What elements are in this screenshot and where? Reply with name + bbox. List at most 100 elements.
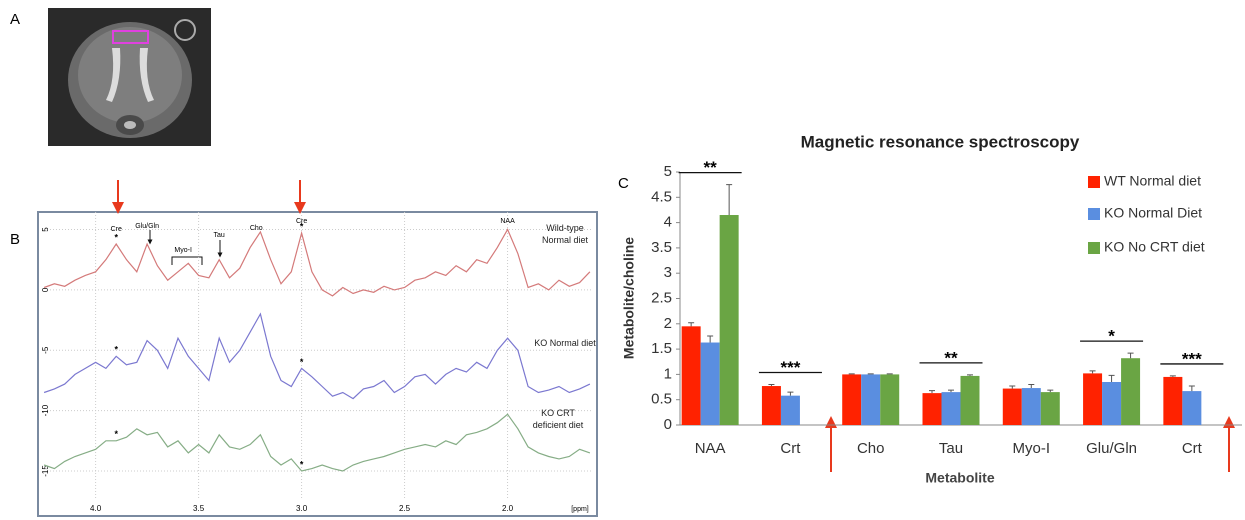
bar (720, 215, 739, 425)
legend-swatch (1088, 208, 1100, 220)
error-bar (1047, 390, 1053, 392)
chart-title: Magnetic resonance spectroscopy (801, 132, 1080, 151)
bar (1182, 391, 1201, 425)
y-tick-label: 3.5 (651, 239, 672, 256)
spectrum-frame (38, 212, 597, 516)
panel-label: C (618, 175, 629, 192)
significance-label: * (1108, 327, 1115, 346)
bar (942, 392, 961, 425)
x-tick-label: 2.0 (502, 504, 514, 513)
x-tick-label: 3.5 (193, 504, 205, 513)
figure-canvas: A B C 4.03.53.02.52.0[ppm]50-5-10-15****… (0, 0, 1245, 520)
legend-label: KO Normal Diet (1104, 205, 1202, 221)
y-tick-label: 3 (664, 264, 672, 281)
bar (781, 396, 800, 425)
x-axis-label: Metabolite (925, 470, 994, 486)
y-tick-label: -10 (41, 404, 50, 416)
bar (701, 343, 720, 425)
y-tick-label: 2 (664, 315, 672, 332)
peak-label: Cre (111, 226, 122, 233)
error-bar (887, 374, 893, 375)
y-tick-label: 1 (664, 365, 672, 382)
x-tick-label: Tau (939, 440, 963, 457)
bar (1041, 392, 1060, 425)
y-tick-label: 1.5 (651, 340, 672, 357)
bar (1121, 358, 1140, 425)
bar (923, 393, 942, 425)
significance-label: ** (944, 348, 958, 367)
y-tick-label: 5 (664, 163, 672, 180)
significance-label: *** (1182, 349, 1202, 368)
x-tick-label: Crt (1182, 440, 1203, 457)
y-tick-label: 4 (664, 214, 672, 231)
bar (1163, 377, 1182, 425)
x-tick-label: NAA (695, 440, 726, 457)
error-bar (929, 391, 935, 394)
bar (880, 374, 899, 425)
x-tick-label: 4.0 (90, 504, 102, 513)
x-tick-label: Myo-I (1013, 440, 1051, 457)
bar (1003, 389, 1022, 425)
significance-label: ** (704, 158, 718, 177)
bar (961, 376, 980, 425)
x-tick-label: 3.0 (296, 504, 308, 513)
bar (842, 374, 861, 425)
peak-asterisk: * (114, 232, 118, 242)
error-bar (948, 390, 954, 392)
bar (1022, 388, 1041, 425)
peak-label: Glu/Gln (135, 223, 159, 230)
y-tick-label: -5 (41, 346, 50, 354)
bar (1102, 382, 1121, 425)
peak-label: Cho (250, 225, 263, 232)
error-bar (787, 392, 793, 396)
error-bar (1170, 376, 1176, 377)
error-bar (967, 375, 973, 376)
significance-label: *** (780, 358, 800, 377)
x-tick-label: 2.5 (399, 504, 411, 513)
bar (762, 386, 781, 425)
peak-label: Cre (296, 218, 307, 225)
error-bar (1028, 385, 1034, 389)
panel-label: B (10, 231, 20, 248)
error-bar (1090, 371, 1096, 374)
x-tick-label: Cho (857, 440, 885, 457)
x-tick-label: Crt (780, 440, 801, 457)
legend-label: WT Normal diet (1104, 173, 1201, 189)
y-tick-label: 4.5 (651, 188, 672, 205)
error-bar (726, 185, 732, 215)
x-axis-label: [ppm] (571, 506, 589, 513)
series-label: KO Normal diet (520, 337, 610, 349)
figure: A B C 4.03.53.02.52.0[ppm]50-5-10-15****… (0, 0, 1245, 520)
peak-asterisk: * (300, 459, 304, 469)
y-tick-label: 5 (41, 227, 50, 232)
peak-asterisk: * (114, 345, 118, 355)
error-bar (1128, 353, 1134, 358)
error-bar (688, 323, 694, 327)
series-label: KO CRT deficient diet (528, 407, 588, 431)
error-bar (707, 336, 713, 343)
bar (682, 326, 701, 425)
y-tick-label: 0 (664, 416, 672, 433)
mri-image (48, 8, 211, 146)
error-bar (768, 385, 774, 387)
y-tick-label: 0 (41, 287, 50, 292)
x-tick-label: Glu/Gln (1086, 440, 1137, 457)
legend-swatch (1088, 176, 1100, 188)
y-tick-label: 2.5 (651, 289, 672, 306)
legend-swatch (1088, 242, 1100, 254)
legend-label: KO No CRT diet (1104, 239, 1205, 255)
panel-label: A (10, 11, 20, 28)
peak-asterisk: * (300, 357, 304, 367)
error-bar (1009, 386, 1015, 389)
peak-label: Tau (214, 232, 225, 239)
y-axis-label: Metabolite/choline (621, 237, 637, 359)
peak-label: Myo-I (174, 247, 192, 254)
y-tick-label: 0.5 (651, 391, 672, 408)
peak-asterisk: * (114, 429, 118, 439)
bar (861, 374, 880, 425)
series-label: Wild-type Normal diet (535, 222, 595, 246)
error-bar (868, 374, 874, 375)
bar (1083, 373, 1102, 425)
peak-label: NAA (500, 218, 515, 225)
error-bar (849, 374, 855, 375)
